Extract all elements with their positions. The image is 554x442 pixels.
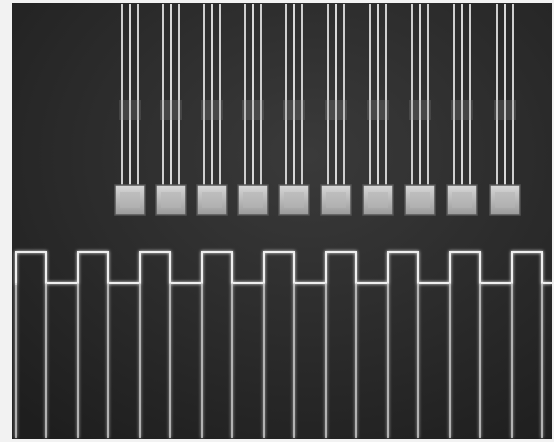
micrograph xyxy=(0,0,554,442)
page: (() => { const data = JSON.parse(documen… xyxy=(0,0,554,442)
